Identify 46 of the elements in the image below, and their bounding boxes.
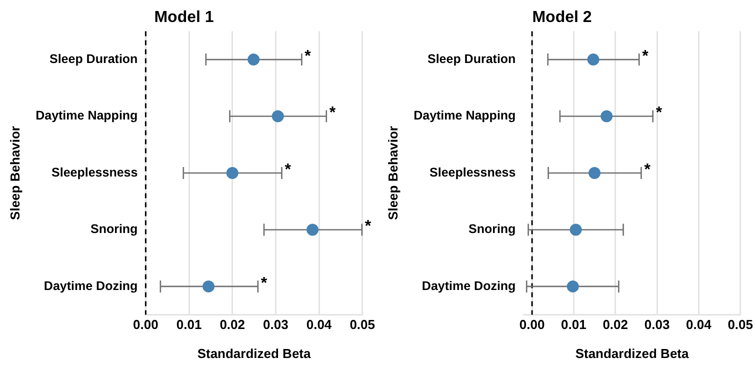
annotation: *	[642, 48, 650, 65]
point	[588, 167, 601, 179]
point	[226, 167, 238, 179]
x-tick-label: 0.00	[519, 317, 545, 332]
y-tick-label: Sleep Duration	[49, 52, 138, 66]
point	[202, 280, 215, 292]
annotation: *	[260, 274, 268, 292]
point	[570, 224, 582, 236]
chart-title: Model 1	[154, 9, 214, 26]
annotation: *	[304, 48, 312, 65]
x-tick-label: 0.05	[728, 317, 754, 332]
y-tick-label: Daytime Dozing	[44, 278, 138, 293]
annotation: *	[329, 104, 336, 122]
annotation: *	[656, 104, 663, 122]
x-axis-title: Standardized Beta	[575, 346, 690, 361]
annotation: *	[644, 161, 652, 178]
x-tick-label: 0.01	[561, 317, 586, 332]
y-tick-label: Daytime Napping	[36, 108, 138, 123]
y-tick-label: Snoring	[468, 222, 516, 236]
chart-title: Model 2	[532, 9, 592, 26]
x-tick-label: 0.00	[133, 317, 158, 332]
x-tick-label: 0.03	[644, 317, 670, 332]
annotation: *	[284, 161, 292, 178]
y-tick-label: Sleeplessness	[52, 165, 138, 180]
x-tick-label: 0.02	[602, 317, 628, 332]
x-axis-title: Standardized Beta	[197, 346, 312, 361]
point	[272, 110, 284, 122]
y-tick-label: Snoring	[90, 222, 138, 236]
y-tick-label: Sleeplessness	[430, 165, 516, 180]
annotation: *	[364, 218, 372, 236]
point	[600, 110, 613, 122]
y-tick-label: Daytime Dozing	[422, 278, 516, 293]
y-axis-title: Sleep Behavior	[385, 126, 400, 220]
x-tick-label: 0.04	[306, 317, 332, 332]
x-tick-label: 0.05	[350, 317, 376, 332]
x-tick-label: 0.01	[176, 317, 202, 332]
point	[248, 54, 260, 66]
y-tick-label: Daytime Napping	[414, 108, 516, 123]
y-axis-title: Sleep Behavior	[7, 126, 22, 220]
y-tick-label: Sleep Duration	[427, 52, 516, 66]
x-tick-label: 0.02	[220, 317, 246, 332]
point	[587, 54, 600, 66]
point	[306, 224, 319, 236]
x-tick-label: 0.03	[263, 317, 288, 332]
x-tick-label: 0.04	[686, 317, 712, 332]
point	[566, 280, 579, 292]
